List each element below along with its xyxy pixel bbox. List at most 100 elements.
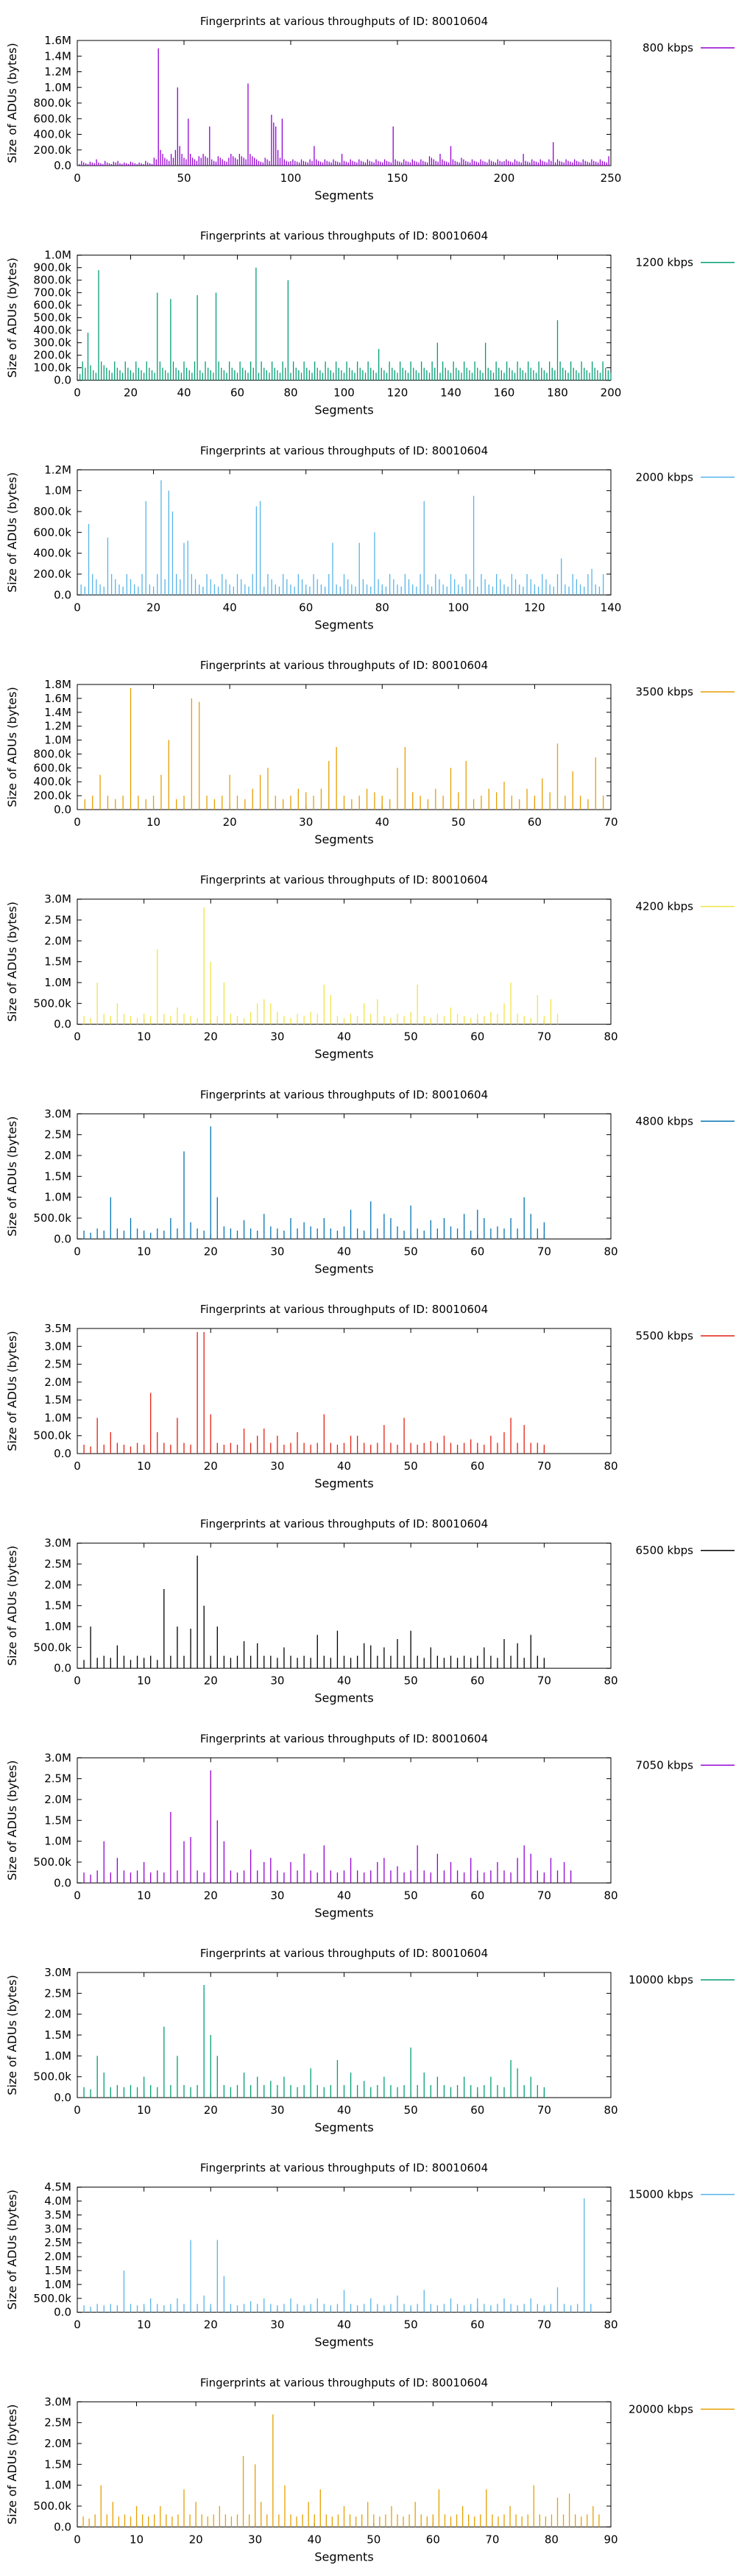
x-tick-label: 0 — [74, 2103, 81, 2117]
chart-title: Fingerprints at various throughputs of I… — [200, 2162, 488, 2175]
y-axis-label: Size of ADUs (bytes) — [5, 43, 19, 163]
x-tick-label: 10 — [137, 1030, 151, 1044]
x-axis-label: Segments — [314, 403, 373, 417]
y-tick-label: 500.0k — [33, 1429, 71, 1443]
y-tick-label: 1.0M — [44, 2278, 71, 2291]
y-tick-label: 800.0k — [33, 274, 71, 287]
x-axis-label: Segments — [314, 1262, 373, 1275]
y-tick-label: 1.8M — [44, 678, 71, 691]
x-tick-label: 30 — [270, 1459, 284, 1473]
x-tick-label: 0 — [74, 601, 81, 614]
x-axis-label: Segments — [314, 188, 373, 202]
y-tick-label: 0.0 — [54, 803, 71, 816]
x-tick-label: 100 — [333, 386, 355, 400]
x-tick-label: 70 — [537, 1459, 551, 1473]
y-tick-label: 2.5M — [44, 1557, 71, 1571]
x-tick-label: 80 — [604, 2103, 618, 2117]
x-axis-label: Segments — [314, 2335, 373, 2349]
x-tick-label: 30 — [270, 1889, 284, 1902]
y-tick-label: 900.0k — [33, 261, 71, 275]
x-tick-label: 60 — [230, 386, 244, 400]
chart-title: Fingerprints at various throughputs of I… — [200, 2376, 488, 2389]
x-tick-label: 10 — [137, 1889, 151, 1902]
chart-panel-2: Fingerprints at various throughputs of I… — [5, 230, 735, 417]
x-tick-label: 30 — [270, 1030, 284, 1044]
x-tick-label: 30 — [270, 2318, 284, 2332]
y-tick-label: 1.0M — [44, 734, 71, 747]
y-tick-label: 200.0k — [33, 144, 71, 157]
x-tick-label: 160 — [494, 386, 515, 400]
y-tick-label: 1.5M — [44, 1599, 71, 1613]
y-tick-label: 600.0k — [33, 526, 71, 539]
chart-panel-4: Fingerprints at various throughputs of I… — [5, 659, 735, 846]
y-tick-label: 100.0k — [33, 361, 71, 375]
x-tick-label: 50 — [404, 2103, 418, 2117]
y-tick-label: 3.0M — [44, 1340, 71, 1353]
y-tick-label: 1.0M — [44, 81, 71, 94]
y-tick-label: 200.0k — [33, 349, 71, 362]
y-tick-label: 0.0 — [54, 374, 71, 387]
legend-label: 20000 kbps — [629, 2402, 693, 2416]
x-tick-label: 80 — [604, 1245, 618, 1258]
chart-title: Fingerprints at various throughputs of I… — [200, 874, 488, 887]
x-tick-label: 10 — [130, 2533, 144, 2546]
y-tick-label: 3.0M — [44, 1537, 71, 1550]
x-axis-label: Segments — [314, 1906, 373, 1919]
y-tick-label: 500.0k — [33, 997, 71, 1010]
chart-title: Fingerprints at various throughputs of I… — [200, 1088, 488, 1101]
x-tick-label: 20 — [146, 601, 160, 614]
x-tick-label: 0 — [74, 386, 81, 400]
legend-label: 10000 kbps — [629, 1973, 693, 1986]
legend-label: 2000 kbps — [636, 470, 694, 484]
x-tick-label: 40 — [375, 815, 389, 829]
y-axis-label: Size of ADUs (bytes) — [5, 1975, 19, 2095]
y-tick-label: 0.0 — [54, 159, 71, 172]
y-tick-label: 600.0k — [33, 112, 71, 125]
chart-panel-11: Fingerprints at various throughputs of I… — [5, 2162, 735, 2349]
y-tick-label: 2.0M — [44, 1376, 71, 1389]
y-tick-label: 1.6M — [44, 692, 71, 705]
chart-title: Fingerprints at various throughputs of I… — [200, 230, 488, 243]
x-axis-label: Segments — [314, 1691, 373, 1705]
legend-label: 800 kbps — [643, 41, 693, 54]
y-tick-label: 2.0M — [44, 2008, 71, 2021]
y-tick-label: 500.0k — [33, 311, 71, 325]
x-tick-label: 20 — [204, 2318, 218, 2332]
y-tick-label: 1.5M — [44, 2028, 71, 2042]
y-tick-label: 0.0 — [54, 1876, 71, 1889]
x-tick-label: 140 — [440, 386, 461, 400]
y-tick-label: 1.6M — [44, 34, 71, 47]
x-tick-label: 30 — [299, 815, 313, 829]
y-tick-label: 2.5M — [44, 913, 71, 927]
x-tick-label: 0 — [74, 2533, 81, 2546]
y-tick-label: 500.0k — [33, 1211, 71, 1225]
x-tick-label: 20 — [124, 386, 138, 400]
y-tick-label: 500.0k — [33, 2292, 71, 2305]
x-tick-label: 80 — [545, 2533, 559, 2546]
y-tick-label: 1.5M — [44, 1170, 71, 1183]
chart-panel-9: Fingerprints at various throughputs of I… — [5, 1732, 735, 1919]
x-tick-label: 40 — [337, 1459, 351, 1473]
x-tick-label: 60 — [470, 1459, 484, 1473]
x-tick-label: 0 — [74, 1674, 81, 1688]
y-tick-label: 1.0M — [44, 976, 71, 989]
legend-label: 4800 kbps — [636, 1114, 694, 1128]
x-tick-label: 250 — [601, 171, 622, 185]
x-tick-label: 50 — [404, 1030, 418, 1044]
x-tick-label: 70 — [537, 2318, 551, 2332]
y-tick-label: 2.0M — [44, 2250, 71, 2263]
x-tick-label: 10 — [137, 2318, 151, 2332]
y-axis-label: Size of ADUs (bytes) — [5, 1117, 19, 1236]
x-tick-label: 180 — [547, 386, 568, 400]
x-axis-label: Segments — [314, 832, 373, 846]
x-tick-label: 20 — [204, 2103, 218, 2117]
y-tick-label: 1.5M — [44, 1814, 71, 1827]
legend-label: 6500 kbps — [636, 1544, 694, 1557]
legend-label: 3500 kbps — [636, 685, 694, 698]
x-axis-label: Segments — [314, 1476, 373, 1490]
x-tick-label: 10 — [146, 815, 160, 829]
y-tick-label: 1.5M — [44, 955, 71, 969]
y-tick-label: 400.0k — [33, 324, 71, 337]
